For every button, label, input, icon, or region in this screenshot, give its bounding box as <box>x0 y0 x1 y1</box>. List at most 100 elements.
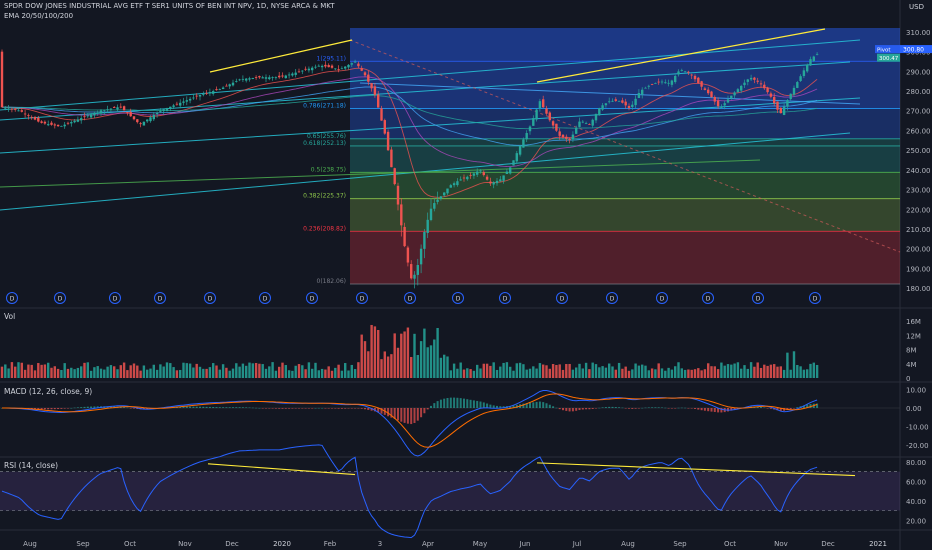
candle <box>344 66 347 69</box>
volume-bar <box>670 369 674 378</box>
volume-bar <box>637 365 641 378</box>
volume-bar <box>27 364 30 378</box>
volume-bar <box>383 351 386 378</box>
dividend-marker <box>204 292 216 304</box>
volume-bar <box>680 368 683 378</box>
candle <box>518 146 522 155</box>
candle <box>165 107 169 111</box>
candle <box>535 109 538 120</box>
volume-bar <box>528 368 532 378</box>
macd-histogram-bar <box>601 407 604 408</box>
volume-bar <box>40 364 43 378</box>
candle <box>466 176 469 180</box>
macd-histogram-bar <box>502 406 505 408</box>
volume-bar <box>96 366 99 378</box>
candle <box>50 122 53 125</box>
ema-legend: EMA 20/50/100/200 <box>4 12 74 20</box>
macd-histogram-bar <box>314 407 317 409</box>
candle <box>347 64 350 68</box>
dividend-marker <box>259 292 271 304</box>
macd-line <box>2 390 818 457</box>
candle <box>208 92 212 94</box>
candle <box>693 75 697 80</box>
volume-bar <box>697 368 700 378</box>
volume-bar <box>73 369 76 378</box>
fib-level-label: 0.382(225.37) <box>303 193 346 200</box>
volume-bar <box>188 363 192 378</box>
volume-bar <box>515 363 518 378</box>
macd-histogram-bar <box>588 408 591 410</box>
macd-histogram-bar <box>479 401 482 408</box>
candle <box>561 134 565 138</box>
candle <box>390 149 393 168</box>
volume-bar <box>380 359 383 378</box>
volume-bar <box>627 370 631 378</box>
volume-bar <box>248 362 251 378</box>
volume-bar <box>733 363 736 378</box>
macd-histogram-bar <box>548 404 551 408</box>
candle <box>604 103 608 106</box>
volume-bar <box>611 366 614 378</box>
candle <box>792 87 796 95</box>
macd-histogram-bar <box>631 408 634 409</box>
candle <box>720 107 723 108</box>
macd-histogram-bar <box>43 408 46 410</box>
volume-bar <box>525 369 528 378</box>
fib-level-label: 0(182.06) <box>317 278 347 285</box>
candle <box>129 112 132 117</box>
macd-histogram-bar <box>654 407 657 408</box>
candle <box>472 173 476 176</box>
macd-histogram-bar <box>806 404 809 408</box>
macd-histogram-bar <box>324 408 327 409</box>
volume-bar <box>472 370 476 378</box>
macd-histogram-bar <box>482 402 485 408</box>
volume-bar <box>469 369 472 378</box>
candle <box>103 109 106 111</box>
candle <box>304 68 307 70</box>
candle <box>37 117 40 122</box>
candle <box>159 110 162 112</box>
macd-histogram-bar <box>496 405 498 408</box>
candle <box>591 119 594 126</box>
candle <box>119 106 122 108</box>
macd-histogram-bar <box>192 406 195 408</box>
macd-histogram-bar <box>60 408 63 409</box>
candle <box>80 118 83 121</box>
volume-bar <box>542 364 545 378</box>
volume-bar <box>558 364 561 378</box>
volume-bar <box>337 364 340 378</box>
macd-histogram-bar <box>406 408 409 424</box>
macd-histogram-bar <box>571 408 574 412</box>
macd-histogram-bar <box>47 408 50 410</box>
time-tick-label: 2021 <box>869 540 887 548</box>
candle <box>400 204 403 226</box>
macd-histogram-bar <box>337 408 340 409</box>
candle <box>324 64 327 67</box>
candle <box>10 108 14 110</box>
volume-bar <box>433 339 436 378</box>
macd-histogram-bar <box>453 397 456 408</box>
volume-bar <box>60 369 63 378</box>
macd-histogram-bar <box>624 408 627 409</box>
price-tick-label: 210.00 <box>906 226 931 234</box>
volume-bar <box>565 364 568 378</box>
volume-bar <box>449 370 452 378</box>
volume-bar <box>390 354 393 378</box>
time-tick-label: Feb <box>324 540 337 548</box>
candle <box>416 265 419 275</box>
volume-bar <box>746 368 749 378</box>
candle <box>307 68 311 71</box>
volume-bar <box>786 352 789 378</box>
macd-histogram-bar <box>469 399 472 408</box>
volume-bar <box>598 367 601 378</box>
candle <box>70 122 73 124</box>
candle <box>670 80 674 85</box>
candle <box>56 124 60 127</box>
volume-bar <box>162 366 165 378</box>
volume-bar <box>522 364 525 378</box>
candle <box>459 179 462 181</box>
candle <box>169 106 172 109</box>
candle <box>96 111 99 113</box>
macd-histogram-bar <box>542 402 545 408</box>
